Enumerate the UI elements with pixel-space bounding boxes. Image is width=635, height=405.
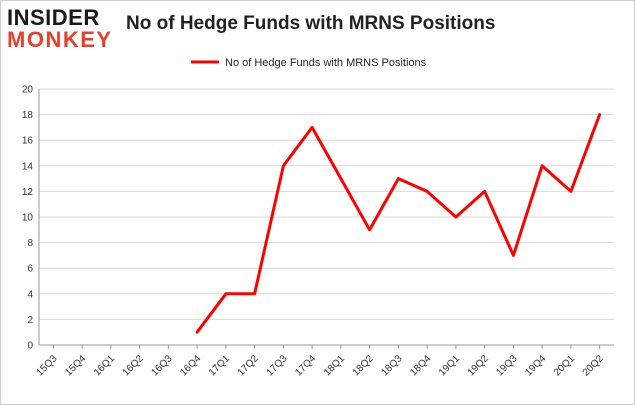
- grid-lines: [39, 88, 614, 320]
- x-tick-label: 20Q1: [552, 353, 577, 378]
- x-tick-label: 17Q2: [236, 353, 261, 378]
- y-tick-label: 20: [22, 85, 34, 96]
- y-tick-label: 12: [22, 187, 34, 198]
- x-tick-label: 18Q3: [379, 353, 404, 378]
- legend-label: No of Hedge Funds with MRNS Positions: [225, 57, 427, 69]
- y-tick-label: 8: [27, 238, 33, 249]
- y-tick-label: 2: [27, 315, 33, 326]
- x-tick-label: 19Q1: [437, 353, 462, 378]
- x-tick-label: 16Q4: [178, 353, 203, 378]
- axes: [38, 89, 614, 349]
- x-tick-label: 18Q1: [322, 353, 347, 378]
- series-line-0: [195, 113, 602, 334]
- x-tick-label: 15Q4: [63, 353, 88, 378]
- x-tick-label: 16Q2: [121, 353, 146, 378]
- x-tick-label: 19Q4: [523, 353, 548, 378]
- legend: No of Hedge Funds with MRNS Positions: [191, 57, 427, 69]
- x-tick-label: 17Q4: [293, 353, 318, 378]
- chart-title: No of Hedge Funds with MRNS Positions: [126, 13, 496, 34]
- x-tick-label: 20Q2: [581, 353, 606, 378]
- series-lines: [195, 113, 602, 334]
- y-tick-label: 6: [27, 264, 33, 275]
- x-tick-labels: 15Q3 15Q4 16Q1 16Q2 16Q3 16Q4 17Q1 17Q2 17Q3 17Q4…: [34, 353, 606, 378]
- y-tick-label: 14: [22, 161, 34, 172]
- x-tick-label: 16Q3: [149, 353, 174, 378]
- y-tick-label: 0: [27, 341, 33, 352]
- y-tick-labels: 0 2 4 6 8 10 12 14 16 18 20: [22, 85, 34, 352]
- logo-top-text: INSIDER: [7, 5, 100, 30]
- x-tick-label: 18Q4: [408, 353, 433, 378]
- x-tick-label: 15Q3: [34, 353, 59, 378]
- insider-monkey-logo: INSIDER MONKEY: [7, 5, 117, 51]
- x-tick-label: 19Q3: [494, 353, 519, 378]
- x-tick-label: 17Q1: [207, 353, 232, 378]
- y-tick-label: 16: [22, 136, 34, 147]
- x-tick-label: 17Q3: [264, 353, 289, 378]
- y-tick-label: 18: [22, 110, 34, 121]
- x-tick-label: 19Q2: [466, 353, 491, 378]
- logo-bottom-text: MONKEY: [7, 27, 113, 52]
- y-tick-label: 10: [22, 213, 34, 224]
- y-tick-label: 4: [27, 289, 33, 300]
- x-tick-label: 18Q2: [351, 353, 376, 378]
- x-tick-label: 16Q1: [92, 353, 117, 378]
